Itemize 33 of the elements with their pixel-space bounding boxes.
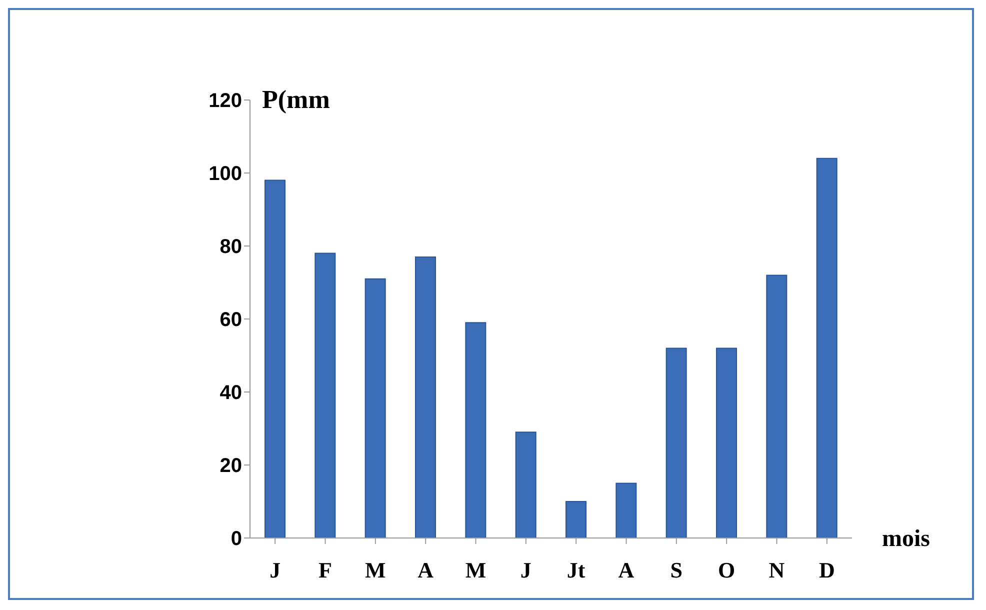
bar [566, 501, 586, 538]
x-axis-title: mois [882, 526, 930, 552]
bar [616, 482, 637, 538]
bar [515, 432, 536, 538]
bar [415, 256, 436, 538]
x-tick-label: Jt [566, 558, 586, 583]
bar [716, 348, 737, 538]
x-tick-label: M [465, 558, 486, 583]
y-axis-title: P(mm [262, 85, 330, 114]
y-tick-label: 20 [220, 455, 242, 478]
y-tick-label: 80 [220, 236, 242, 258]
bar [666, 348, 687, 538]
y-tick-label: 120 [208, 90, 242, 112]
bar [816, 158, 838, 538]
bar [314, 252, 336, 538]
x-tick-label: O [718, 558, 736, 583]
y-tick-label: 40 [220, 382, 242, 404]
x-tick-label: M [365, 558, 386, 583]
bar [465, 322, 486, 538]
y-tick-label: 0 [230, 528, 242, 550]
bar [264, 180, 286, 538]
x-tick-label: A [418, 558, 434, 583]
x-tick-label: F [318, 558, 332, 583]
x-tick-label: D [818, 558, 835, 583]
y-tick-label: 60 [220, 309, 242, 332]
x-tick-label: J [520, 558, 532, 583]
x-tick-label: N [768, 558, 785, 583]
x-tick-label: S [670, 558, 683, 583]
x-tick-label: A [618, 558, 634, 583]
y-tick-label: 100 [208, 163, 242, 186]
bar [766, 274, 788, 538]
x-tick-label: J [270, 558, 281, 583]
bar [364, 278, 386, 538]
